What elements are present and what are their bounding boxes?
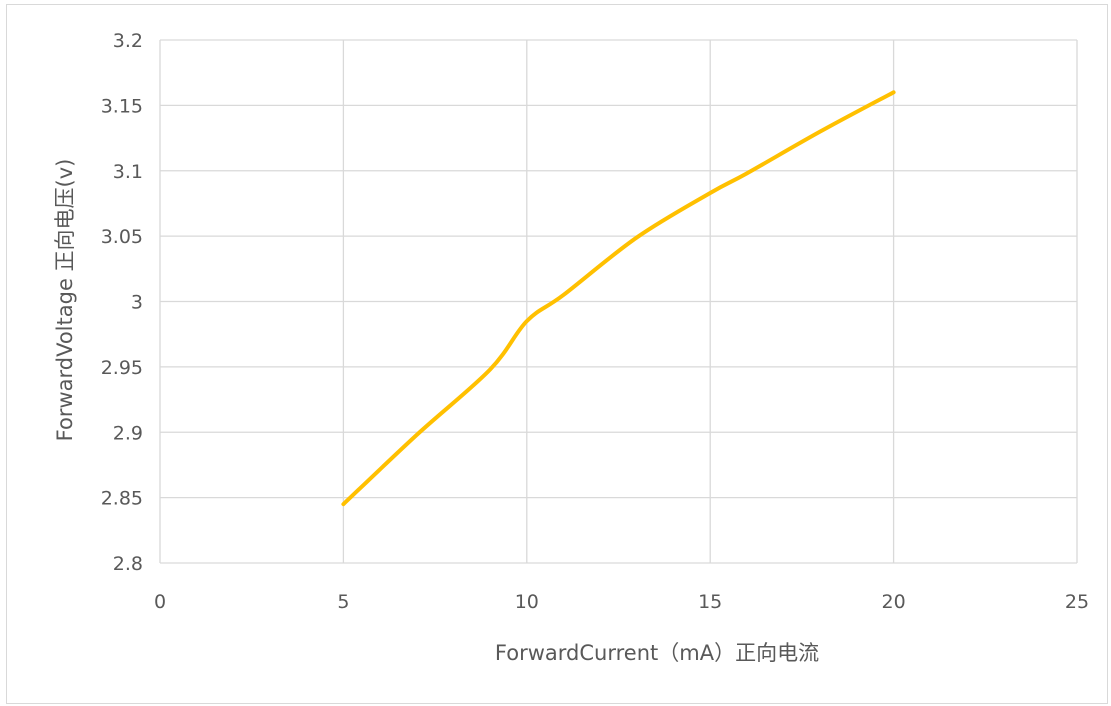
y-tick-label: 2.9 [113,422,143,444]
x-tick-label: 10 [515,591,539,613]
chart-frame [6,4,1108,704]
y-tick-label: 2.95 [101,357,143,379]
y-tick-label: 3.1 [113,161,143,183]
y-tick-label: 3.2 [113,30,143,52]
y-tick-label: 3.05 [101,226,143,248]
y-tick-label: 2.8 [113,553,143,575]
x-tick-label: 15 [698,591,722,613]
series-line [341,90,896,507]
x-tick-label: 20 [882,591,906,613]
y-tick-label: 3.15 [101,95,143,117]
x-axis-title: ForwardCurrent（mA）正向电流 [495,641,819,665]
series-layer [341,90,896,507]
grid [159,39,1078,564]
x-tick-label: 25 [1065,591,1089,613]
y-axis-title: ForwardVoltage 正向电压(v) [53,159,77,442]
y-tick-label: 3 [131,292,143,314]
x-tick-label: 0 [154,591,166,613]
x-tick-label: 5 [337,591,349,613]
y-tick-label: 2.85 [101,488,143,510]
tick-labels: 2.8 2.85 2.9 2.95 3 3.05 3.1 3.15 3.2 0 5 10 15 20 25 [101,30,1089,613]
